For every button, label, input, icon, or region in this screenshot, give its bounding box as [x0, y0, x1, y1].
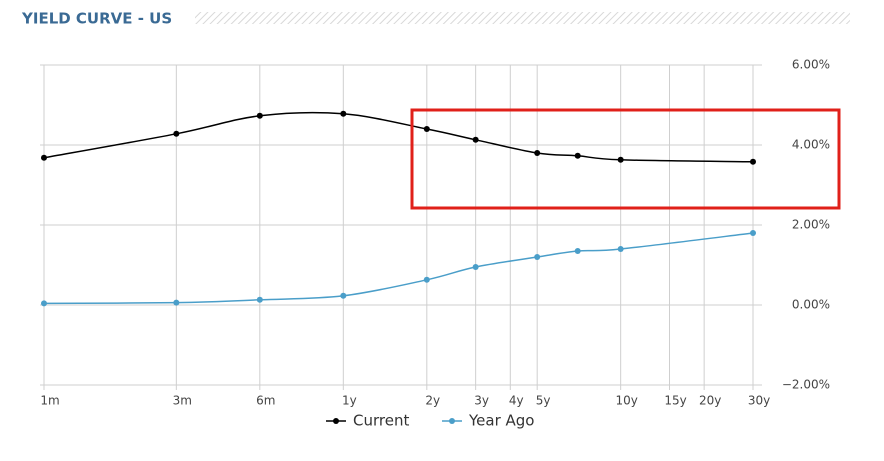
highlight-box — [410, 108, 841, 210]
data-point — [617, 156, 624, 163]
data-point — [574, 248, 581, 254]
data-point — [173, 130, 180, 137]
data-point — [574, 152, 581, 159]
data-point — [256, 112, 263, 119]
legend-marker — [333, 418, 339, 424]
data-point — [41, 300, 47, 307]
plot-area: −2.00% 0.00% 2.00% 4.00% 6.00% 1m 3m 6m 1y 2y 3y 4y… — [40, 58, 830, 430]
x-tick-label: 4y — [509, 394, 524, 408]
x-tick-label: 2y — [425, 394, 440, 408]
chart-title: YIELD CURVE - US — [21, 10, 172, 28]
y-tick-label: 0.00% — [792, 298, 830, 312]
title-hatch — [195, 12, 850, 24]
x-tick-label: 3m — [173, 394, 192, 408]
data-point — [173, 299, 180, 306]
series-line — [43, 111, 754, 163]
x-tick-label: 3y — [474, 394, 489, 408]
y-tick-label: 6.00% — [792, 58, 830, 72]
x-tick-label: 1y — [342, 394, 357, 408]
data-point — [534, 254, 541, 260]
data-point — [340, 292, 347, 299]
data-point — [750, 158, 756, 165]
data-point — [423, 276, 430, 283]
x-tick-label: 30y — [748, 394, 770, 408]
x-tick-label: 15y — [664, 394, 686, 408]
x-tick-label: 6m — [256, 394, 275, 408]
y-tick-label: −2.00% — [782, 378, 830, 392]
data-point — [41, 154, 47, 161]
data-point — [256, 296, 263, 303]
x-tick-label: 1m — [40, 394, 59, 408]
y-tick-label: 2.00% — [792, 218, 830, 232]
data-point — [617, 246, 624, 252]
legend-marker — [449, 418, 455, 424]
data-point — [472, 264, 479, 270]
data-point — [534, 150, 541, 156]
x-tick-label: 5y — [536, 394, 551, 408]
x-tick-label: 10y — [615, 394, 637, 408]
legend-label: Year Ago — [468, 412, 535, 430]
x-tick-label: 20y — [699, 394, 721, 408]
legend-label: Current — [353, 412, 409, 430]
data-point — [340, 110, 347, 117]
data-point — [750, 230, 756, 236]
data-point — [423, 126, 430, 132]
data-point — [472, 136, 479, 143]
series-line — [43, 232, 754, 305]
y-tick-label: 4.00% — [792, 138, 830, 152]
